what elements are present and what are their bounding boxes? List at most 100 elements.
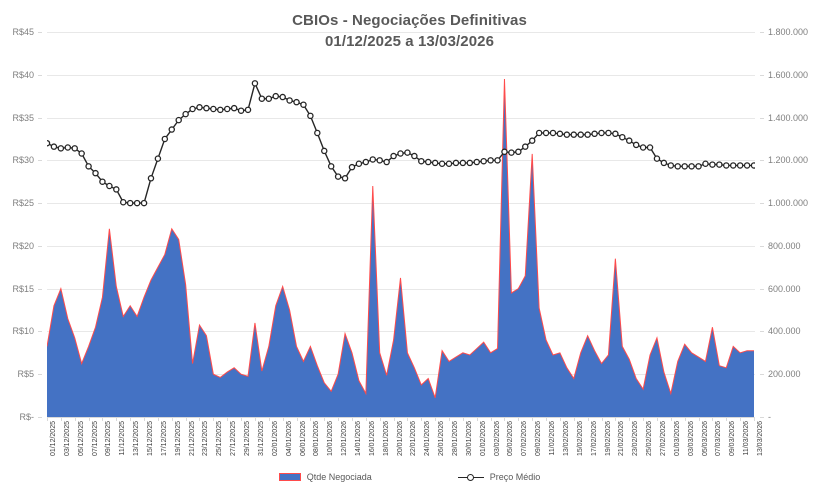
right-axis-tick-mark — [760, 74, 764, 76]
x-axis-tick-mark — [601, 417, 603, 421]
legend-item-qtde-negociada[interactable]: Qtde Negociada — [278, 472, 372, 482]
x-axis-tick-mark — [407, 417, 409, 421]
left-axis-tick-mark — [38, 32, 42, 33]
line-marker — [695, 163, 702, 170]
line-marker — [175, 116, 182, 124]
x-axis-tick-mark — [670, 417, 672, 421]
x-axis-tick-mark — [227, 417, 229, 421]
x-axis-tick-mark — [656, 417, 658, 421]
x-axis-tick-label: 27/02/2026 — [659, 421, 667, 457]
line-marker — [244, 106, 252, 114]
x-axis-tick-label: 22/01/2026 — [410, 421, 418, 457]
right-axis-tick-label: 1.200.000 — [768, 155, 809, 166]
line-marker — [133, 199, 141, 207]
x-axis-tick-label: 28/01/2026 — [452, 421, 460, 457]
line-marker — [258, 95, 266, 102]
x-axis-baseline — [47, 417, 755, 418]
x-axis-tick-label: 11/02/2026 — [549, 421, 557, 456]
line-marker — [265, 95, 273, 102]
left-axis-tick-mark — [38, 288, 42, 290]
line-marker — [279, 93, 286, 101]
line-marker — [307, 112, 314, 120]
x-axis-tick-mark — [462, 417, 464, 421]
x-axis-tick-mark — [324, 417, 326, 421]
line-marker — [508, 149, 515, 156]
left-axis-tick-label: R$45 — [12, 27, 34, 37]
chart-legend: Qtde Negociada Preço Médio — [0, 472, 819, 482]
x-axis-tick-mark — [490, 417, 492, 421]
x-axis-ticks — [47, 417, 755, 421]
x-axis-tick-label: 16/01/2026 — [368, 421, 376, 457]
right-axis-tick-label: 600.000 — [768, 283, 801, 294]
line-marker — [71, 145, 78, 152]
x-axis-tick-label: 05/12/2025 — [77, 421, 85, 457]
plot-area — [47, 32, 755, 418]
line-marker — [570, 131, 578, 138]
gridline — [47, 32, 755, 33]
left-axis-tick-mark — [38, 331, 42, 333]
line-marker — [487, 157, 494, 164]
line-marker — [515, 148, 522, 156]
line-marker — [362, 158, 370, 166]
x-axis-tick-label: 03/12/2025 — [63, 421, 71, 457]
line-marker — [293, 98, 300, 106]
x-axis-tick-mark — [587, 417, 589, 421]
line-marker — [480, 157, 487, 165]
x-axis-tick-label: 13/03/2026 — [757, 421, 764, 457]
x-axis-tick-label: 01/03/2026 — [673, 421, 681, 457]
line-marker — [528, 137, 536, 144]
legend-item-preco-medio[interactable]: Preço Médio — [457, 472, 540, 482]
left-axis-tick-label: R$30 — [12, 155, 34, 166]
x-axis-tick-mark — [351, 417, 353, 421]
right-axis-tick-label: 1.600.000 — [768, 69, 809, 80]
left-axis-tick-label: R$35 — [12, 112, 34, 123]
x-axis-tick-label: 07/03/2026 — [715, 421, 723, 457]
left-axis-tick-label: R$40 — [12, 69, 34, 80]
line-marker — [723, 162, 730, 169]
right-axis: - 200.000 400.000 600.000 800.000 1.000.000 1.… — [760, 27, 819, 422]
x-axis-labels: 01/12/2025 03/12/2025 05/12/2025 07/12/2025… — [47, 421, 764, 471]
x-axis-tick-label: 19/02/2026 — [604, 421, 612, 457]
plot-svg — [47, 79, 755, 417]
line-marker — [327, 163, 335, 170]
x-axis-tick-label: 08/01/2026 — [313, 421, 321, 457]
x-axis-tick-mark — [518, 417, 520, 421]
left-axis-tick-label: R$- — [19, 412, 34, 422]
x-axis-tick-label: 26/01/2026 — [438, 421, 446, 457]
x-axis-tick-mark — [365, 417, 367, 421]
line-marker — [341, 175, 349, 182]
x-axis-tick-mark — [254, 417, 256, 421]
x-axis-tick-mark — [573, 417, 575, 421]
x-axis-tick-label: 01/02/2026 — [479, 421, 487, 457]
line-marker — [418, 157, 425, 165]
x-axis-tick-label: 14/01/2026 — [354, 421, 362, 457]
x-axis-tick-mark — [754, 417, 755, 421]
line-marker — [674, 163, 682, 170]
x-axis-tick-label: 31/12/2025 — [257, 421, 265, 457]
x-axis-tick-mark — [643, 417, 645, 421]
line-marker — [688, 163, 695, 170]
line-marker — [452, 159, 460, 167]
x-axis-tick-mark — [199, 417, 201, 421]
x-axis-tick-label: 19/12/2025 — [174, 421, 182, 457]
left-axis-tick-mark — [38, 203, 42, 205]
left-axis-tick-label: R$20 — [12, 240, 34, 251]
line-swatch-icon — [457, 473, 484, 482]
x-axis-tick-label: 03/03/2026 — [687, 421, 695, 457]
line-marker — [466, 159, 474, 167]
line-marker — [92, 169, 99, 177]
line-marker — [709, 161, 716, 168]
gridline — [47, 203, 755, 205]
x-axis-tick-mark — [268, 417, 270, 421]
right-axis-tick-label: 200.000 — [768, 369, 801, 380]
line-marker — [729, 162, 737, 169]
line-marker — [376, 157, 383, 164]
line-marker — [355, 160, 363, 168]
line-marker — [57, 145, 65, 152]
area-swatch-icon — [278, 473, 301, 481]
line-marker — [702, 160, 709, 168]
x-axis-tick-label: 17/02/2026 — [590, 421, 598, 457]
line-marker — [646, 144, 654, 151]
x-axis-tick-mark — [88, 417, 90, 421]
line-marker — [716, 161, 723, 168]
